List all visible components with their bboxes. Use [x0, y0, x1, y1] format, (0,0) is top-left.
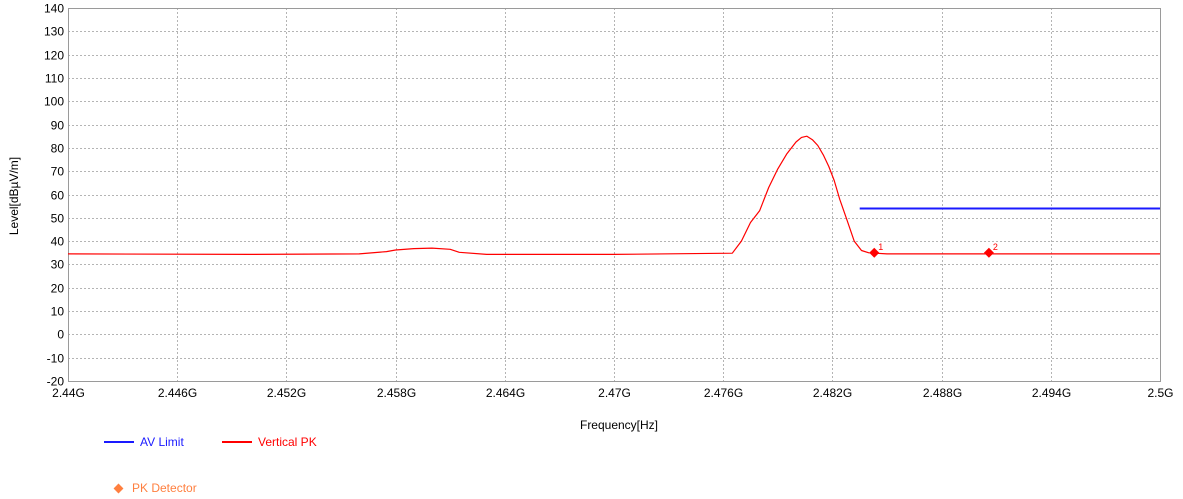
y-tick-label: 100 [44, 95, 64, 109]
y-tick-label: 40 [51, 235, 65, 249]
y-tick-label: 20 [51, 282, 65, 296]
x-tick-label: 2.44G [52, 386, 85, 400]
x-tick-label: 2.482G [813, 386, 852, 400]
x-tick-label: 2.47G [598, 386, 631, 400]
y-tick-label: 110 [45, 72, 64, 86]
y-tick-label: 90 [51, 119, 65, 133]
x-tick-label: 2.458G [377, 386, 416, 400]
x-tick-label: 2.488G [923, 386, 962, 400]
x-axis-ticks: 2.44G 2.446G 2.452G 2.458G 2.464G 2.47G 2.476G… [52, 386, 1173, 400]
y-tick-label: 10 [51, 305, 65, 319]
y-tick-label: 0 [57, 328, 64, 342]
peak-marker-label: 1 [878, 242, 883, 252]
diamond-icon [114, 483, 124, 493]
y-tick-label: 130 [44, 25, 64, 39]
x-tick-label: 2.446G [158, 386, 197, 400]
x-axis-title: Frequency[Hz] [580, 418, 658, 432]
x-tick-label: 2.494G [1032, 386, 1071, 400]
x-tick-label: 2.464G [486, 386, 525, 400]
y-tick-label: 120 [44, 49, 64, 63]
y-tick-label: 50 [51, 212, 65, 226]
x-tick-label: 2.452G [267, 386, 306, 400]
y-tick-label: 140 [44, 2, 64, 16]
y-tick-label: -10 [47, 352, 65, 366]
legend-label: Vertical PK [258, 435, 317, 449]
vertical-pk-swatch [222, 441, 252, 443]
y-tick-label: 30 [51, 258, 65, 272]
legend-pk-detector: PK Detector [112, 481, 197, 495]
legend-label: AV Limit [140, 435, 184, 449]
x-tick-label: 2.476G [704, 386, 743, 400]
y-axis-title: Level[dBµV/m] [7, 157, 21, 235]
y-tick-label: 60 [51, 189, 65, 203]
legend-vertical-pk: Vertical PK [222, 435, 317, 449]
peak-marker-label: 2 [993, 242, 998, 252]
y-tick-label: 80 [51, 142, 65, 156]
x-tick-label: 2.5G [1147, 386, 1173, 400]
legend-av-limit: AV Limit [104, 435, 184, 449]
legend-label: PK Detector [132, 481, 197, 495]
y-tick-label: 70 [51, 165, 65, 179]
av-limit-swatch [104, 441, 134, 443]
